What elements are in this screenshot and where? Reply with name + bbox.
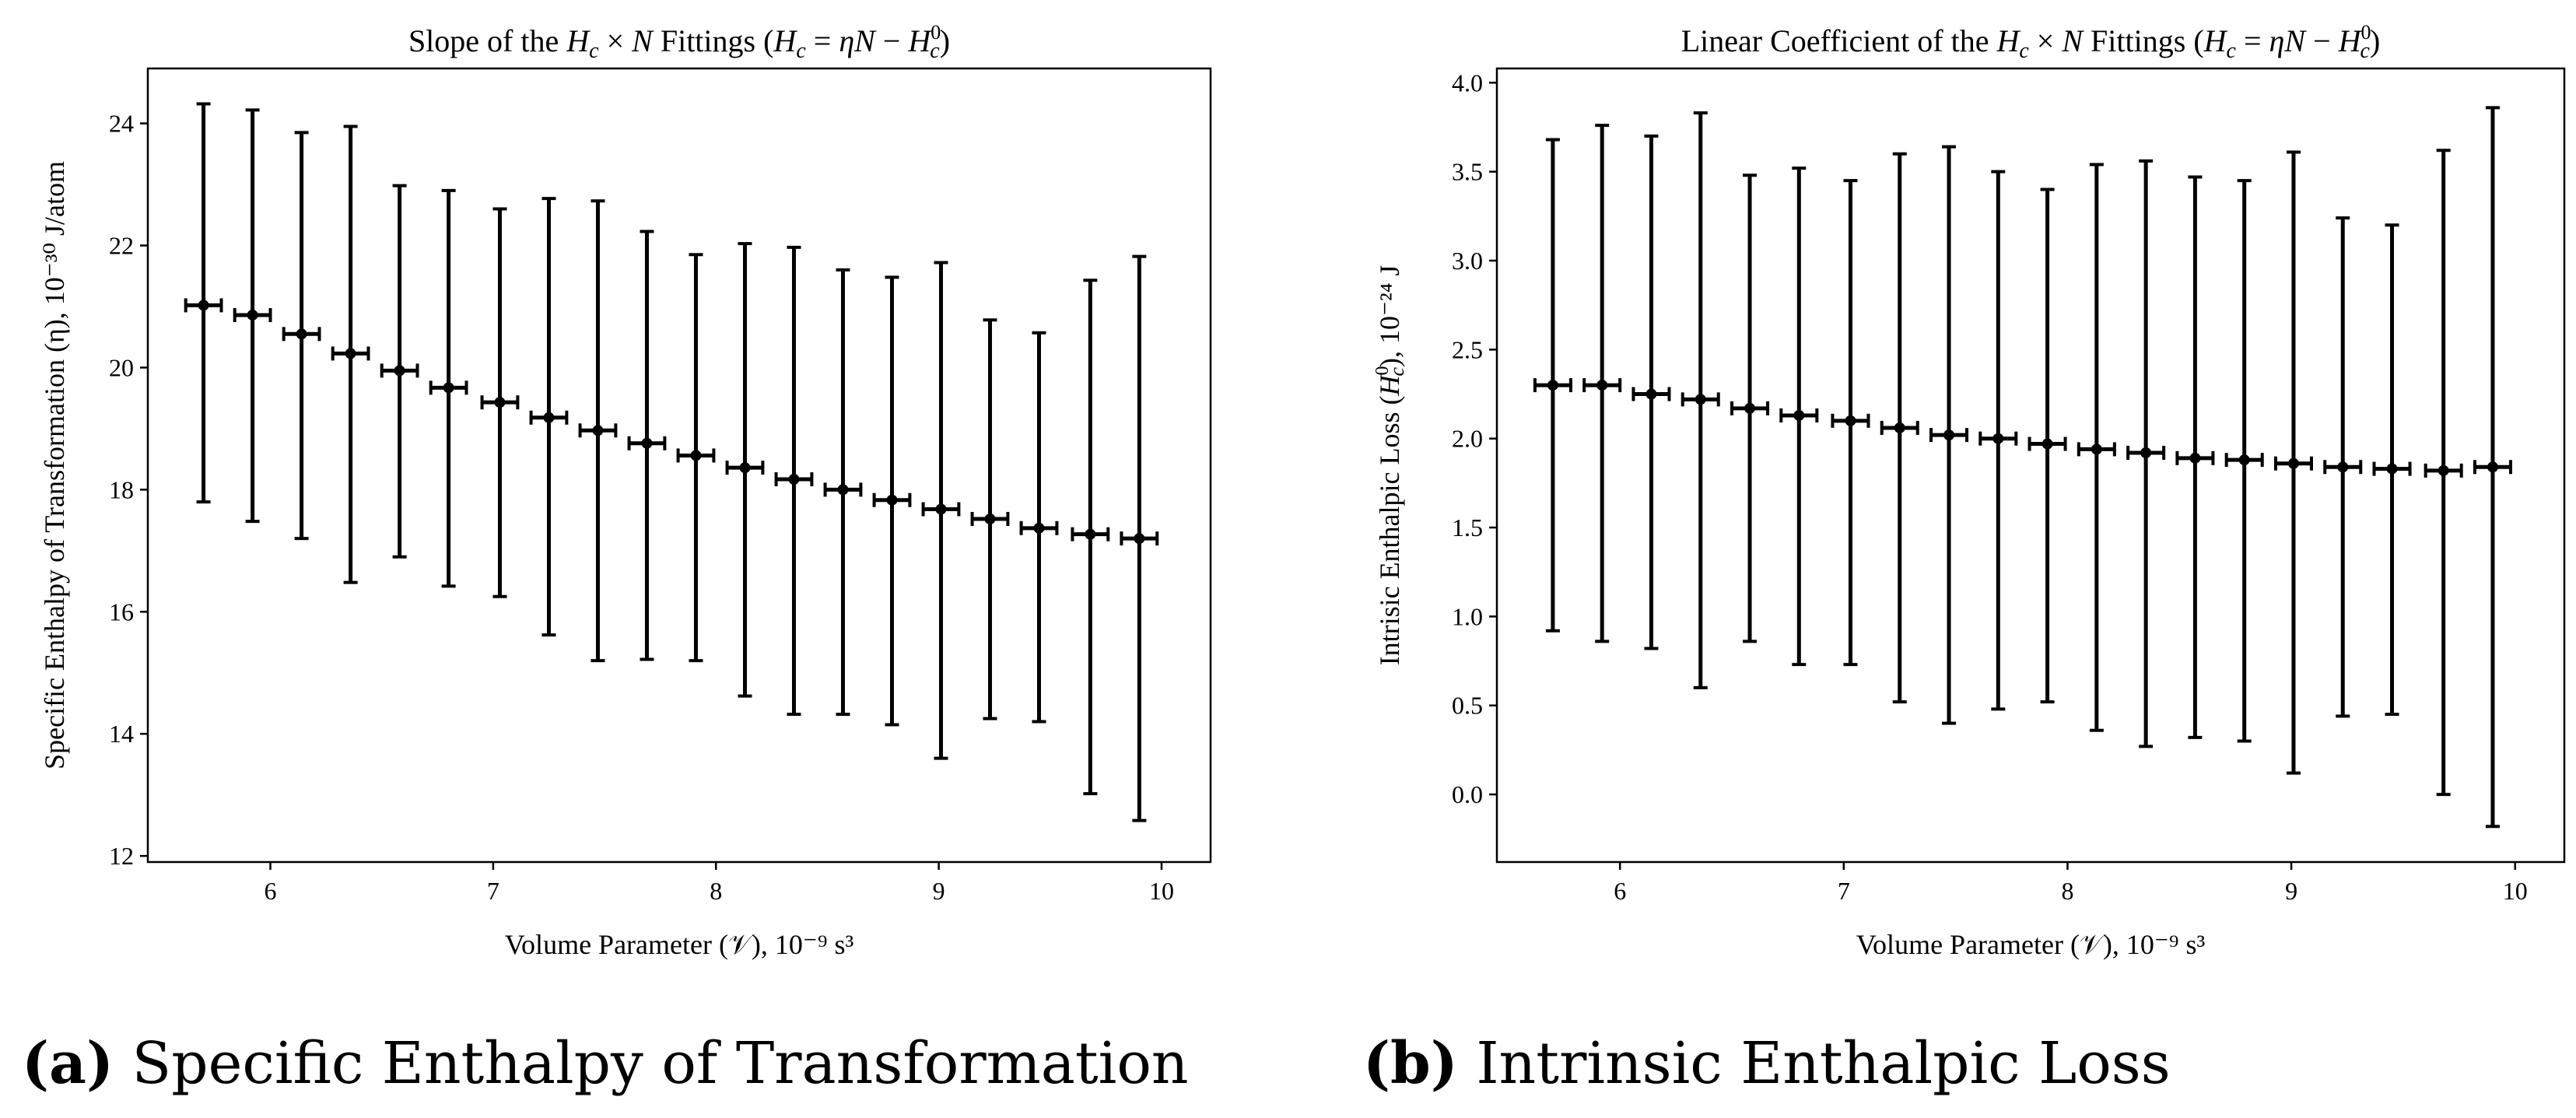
data-point [886,494,898,506]
y-tick-label: 3.5 [1452,158,1483,186]
x-axis-label: Volume Parameter (𝒱), 10⁻⁹ s³ [505,929,854,960]
y-tick-label: 3.0 [1452,247,1483,275]
caption-b-tag: (b) [1363,1030,1458,1097]
data-point [2337,461,2349,473]
data-point [2487,461,2498,473]
y-tick-label: 18 [109,475,134,503]
x-tick-label: 7 [1838,877,1850,905]
x-tick-label: 8 [710,877,722,905]
chart-title: Slope of the Hc × N Fittings (Hc = ηN − … [408,21,950,63]
data-point [198,300,209,311]
data-point [641,437,653,449]
caption-a: (a) Specific Enthalpy of Transformation [22,1035,1189,1092]
data-point [2140,447,2152,458]
data-point [2189,452,2201,464]
y-tick-label: 22 [109,232,134,260]
x-tick-label: 10 [2503,877,2528,905]
data-point [1793,409,1805,421]
data-point [2091,443,2102,455]
chart-a: 6 7 8 9 10 12 14 16 18 20 22 24 Slope of the Hc × N … [39,21,1212,960]
y-tick-label: 4.0 [1452,68,1483,96]
data-point [543,412,555,423]
data-point [1547,380,1558,391]
caption-b-text: Intrinsic Enthalpic Loss [1476,1030,2171,1097]
data-point [1596,380,1608,391]
data-point [788,474,800,485]
data-point [1645,388,1657,400]
data-point [1894,422,1905,433]
data-point [345,348,356,359]
data-point [2042,438,2053,450]
y-tick-label: 12 [109,842,134,870]
y-tick-label: 20 [109,353,134,381]
y-tick-label: 0.5 [1452,692,1483,720]
data-point [1992,433,2004,444]
data-point [1134,533,1145,545]
x-tick-label: 6 [1614,877,1626,905]
data-point [935,503,947,515]
x-tick-label: 8 [2061,877,2073,905]
data-point [1695,394,1706,405]
x-tick-label: 7 [487,877,499,905]
data-point [1943,429,1955,441]
data-point [1033,522,1045,534]
y-tick-label: 1.5 [1452,513,1483,541]
y-axis-label: Specific Enthalpy of Transformation (η),… [39,161,70,769]
data-point [2386,463,2398,475]
data-point [2238,454,2250,466]
plot-frame [1495,67,2566,864]
caption-a-tag: (a) [22,1030,114,1097]
data-point [2438,464,2449,476]
y-tick-label: 24 [109,110,134,138]
chart-title: Linear Coefficient of the Hc × N Fitting… [1681,21,2381,63]
data-point [690,450,702,461]
y-tick-label: 16 [109,598,134,626]
x-tick-label: 9 [2285,877,2297,905]
data-point [1845,415,1856,426]
data-point [984,513,996,525]
x-tick-label: 6 [265,877,277,905]
chart-b: 6 7 8 9 10 0.0 0.5 1.0 1.5 2.0 2.5 3.0 3.5 4.0 Linear … [1372,21,2566,960]
x-axis-label: Volume Parameter (𝒱), 10⁻⁹ s³ [1856,929,2206,960]
data-point [592,425,604,436]
data-point [443,382,454,394]
y-axis-label: Intrisic Enthalpic Loss (H0c), 10⁻²⁴ J [1372,265,1408,666]
x-tick-label: 9 [933,877,945,905]
caption-b: (b) Intrinsic Enthalpic Loss [1363,1035,2171,1092]
x-tick-label: 10 [1149,877,1174,905]
data-point [837,484,849,496]
y-tick-label: 1.0 [1452,602,1483,630]
data-point [296,328,307,340]
panel-b: 6 7 8 9 10 0.0 0.5 1.0 1.5 2.0 2.5 3.0 3.5 4.0 Linear … [1288,0,2576,1118]
data-point [494,397,506,408]
data-point [394,365,405,377]
plot-frame [146,67,1212,864]
data-point [1744,402,1756,414]
y-tick-label: 2.0 [1452,425,1483,453]
data-point [739,462,751,474]
y-tick-label: 14 [109,720,134,748]
y-tick-label: 0.0 [1452,780,1483,808]
data-point [2287,457,2299,469]
data-point [1085,528,1096,540]
data-point [247,309,258,321]
panel-a: 6 7 8 9 10 12 14 16 18 20 22 24 Slope of the Hc × N … [22,21,1212,1092]
y-tick-label: 2.5 [1452,335,1483,363]
caption-a-text: Specific Enthalpy of Transformation [131,1030,1189,1097]
